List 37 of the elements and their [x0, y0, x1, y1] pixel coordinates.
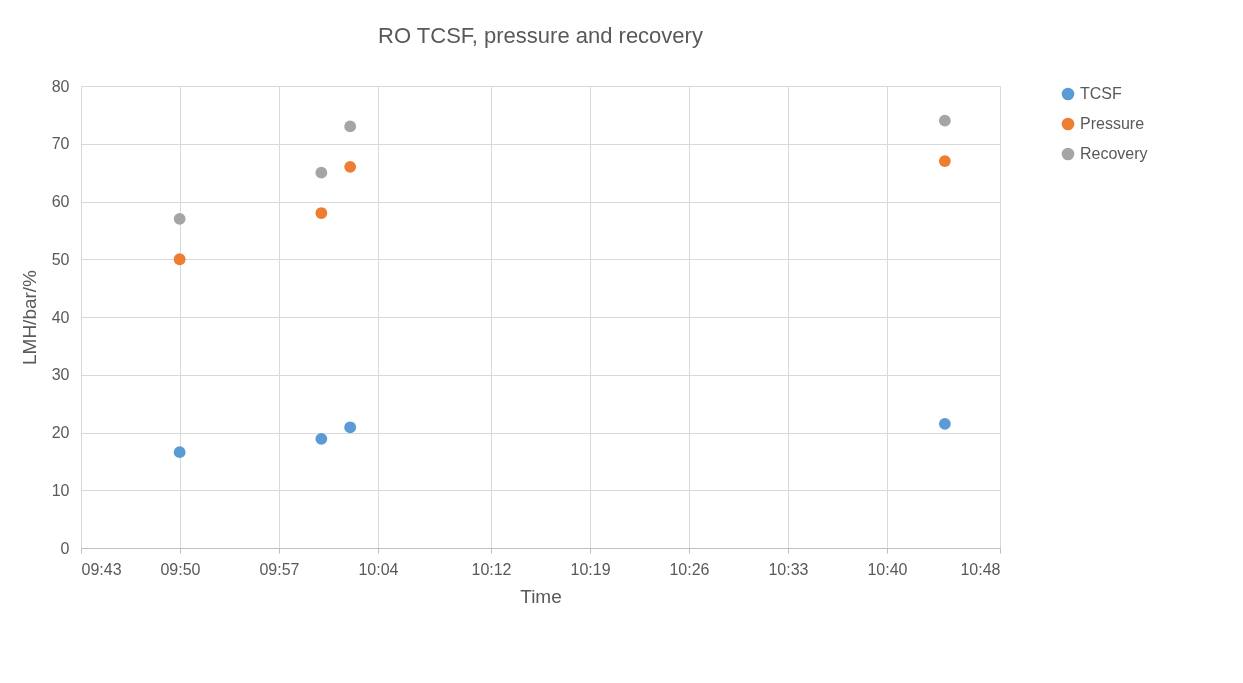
point: [344, 120, 357, 133]
chart-title: RO TCSF, pressure and recovery: [378, 23, 703, 48]
point: [315, 166, 328, 179]
y-tick-label: 20: [51, 424, 70, 441]
point: [315, 432, 328, 445]
x-tick-label: 09:43: [81, 560, 122, 578]
x-tick-label: 10:40: [867, 560, 908, 578]
x-axis-title: Time: [520, 585, 562, 607]
legend-label: Recovery: [1080, 145, 1148, 162]
x-tick-label: 10:33: [768, 560, 809, 578]
x-tick-label: 09:57: [259, 560, 300, 578]
x-tick-label: 10:04: [358, 560, 399, 578]
point: [938, 114, 951, 127]
y-tick-label: 70: [51, 135, 70, 153]
point: [173, 253, 186, 266]
x-tick-label: 10:19: [570, 560, 611, 578]
point: [173, 446, 186, 459]
point: [173, 212, 186, 225]
point: [344, 421, 357, 434]
point: [315, 207, 328, 219]
y-tick-label: 80: [51, 77, 70, 95]
point: [938, 417, 951, 430]
legend-label: Pressure: [1080, 115, 1145, 132]
y-tick-label: 50: [51, 250, 70, 268]
y-tick-label: 40: [51, 308, 70, 326]
x-tick-label: 10:12: [471, 560, 512, 578]
legend-label: TCSF: [1080, 85, 1122, 102]
point: [344, 160, 357, 173]
x-tick-label: 09:50: [160, 560, 201, 578]
y-tick-label: 10: [51, 481, 70, 499]
point: [938, 155, 951, 167]
x-tick-label: 10:26: [669, 560, 710, 578]
y-tick-label: 60: [51, 193, 70, 210]
y-tick-label: 0: [60, 539, 70, 557]
y-axis-title: LMH/bar/%: [18, 269, 40, 366]
x-tick-label: 10:48: [960, 560, 1001, 578]
y-tick-label: 30: [51, 366, 70, 384]
